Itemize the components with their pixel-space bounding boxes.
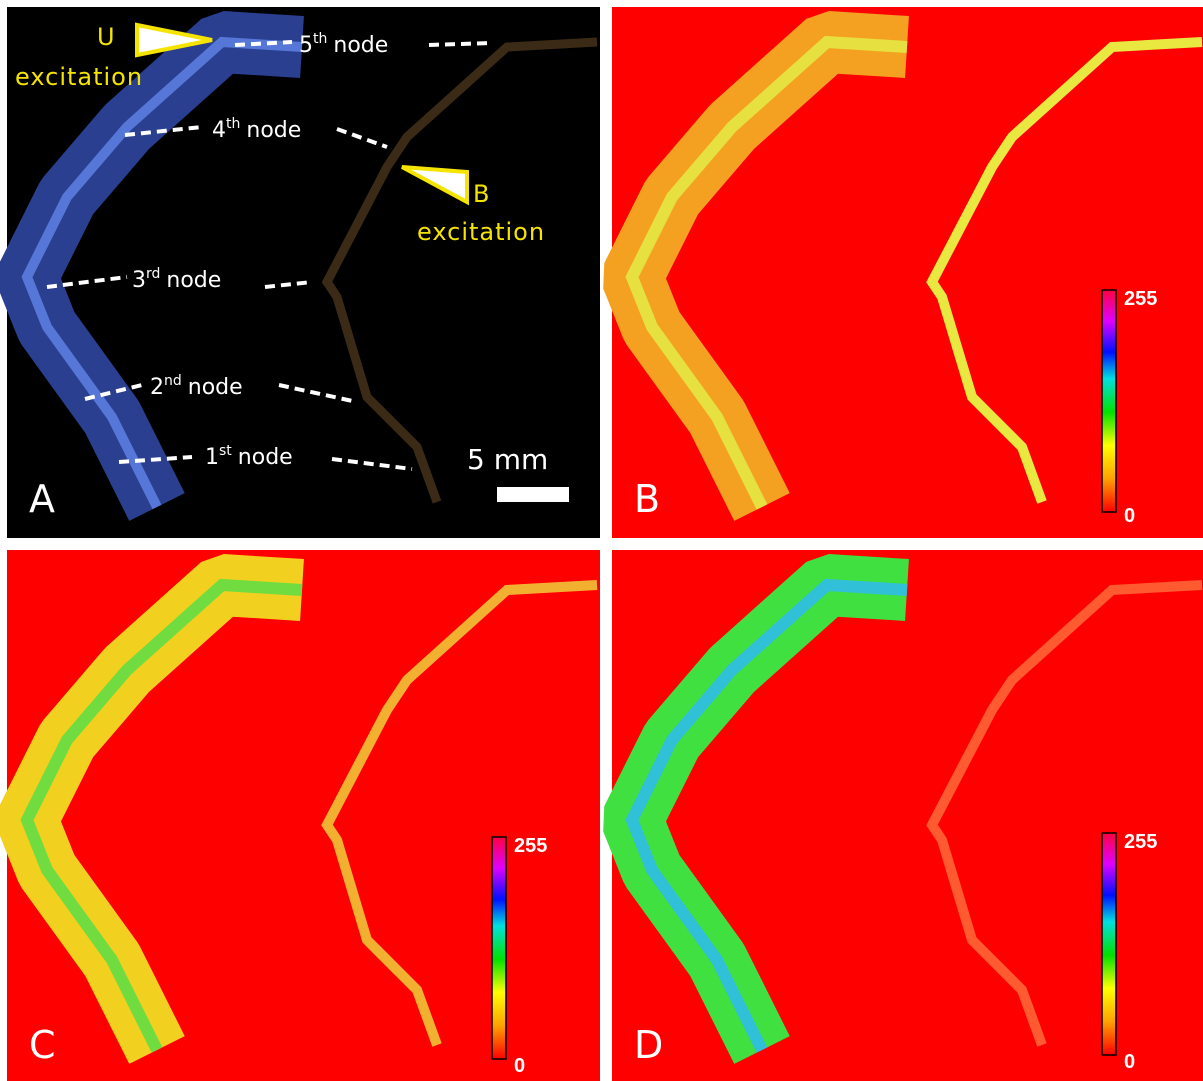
colorbar [492, 837, 506, 1059]
colorbar-max: 255 [1124, 288, 1157, 310]
panel-letter: C [29, 1023, 56, 1067]
scale-bar [497, 487, 569, 502]
colorbar-min: 0 [1124, 505, 1135, 527]
panel-letter: B [634, 477, 660, 521]
label: excitation [15, 63, 143, 91]
panel-b: 255 0 B [612, 7, 1203, 538]
panel-d: 255 0 D [612, 550, 1203, 1081]
colorbar [1102, 290, 1116, 512]
panel-letter: A [29, 477, 55, 521]
panel-c: 255 0 C [7, 550, 600, 1081]
label: U [97, 23, 116, 51]
colorbar-min: 0 [1124, 1051, 1135, 1073]
colorbar [1102, 833, 1116, 1055]
figure: U excitation B excitation 5thnode 4thnod… [0, 0, 1203, 1081]
colorbar-max: 255 [1124, 831, 1157, 853]
panel-bg [7, 550, 600, 1081]
colorbar-max: 255 [514, 835, 547, 857]
colorbar-min: 0 [514, 1055, 525, 1077]
label: excitation [417, 218, 545, 246]
page: {"panels":{ "a":{"letter":"A","u_label":… [0, 0, 1203, 1081]
label: B [473, 180, 490, 208]
scale-label: 5 mm [467, 443, 548, 476]
panel-letter: D [634, 1023, 663, 1067]
